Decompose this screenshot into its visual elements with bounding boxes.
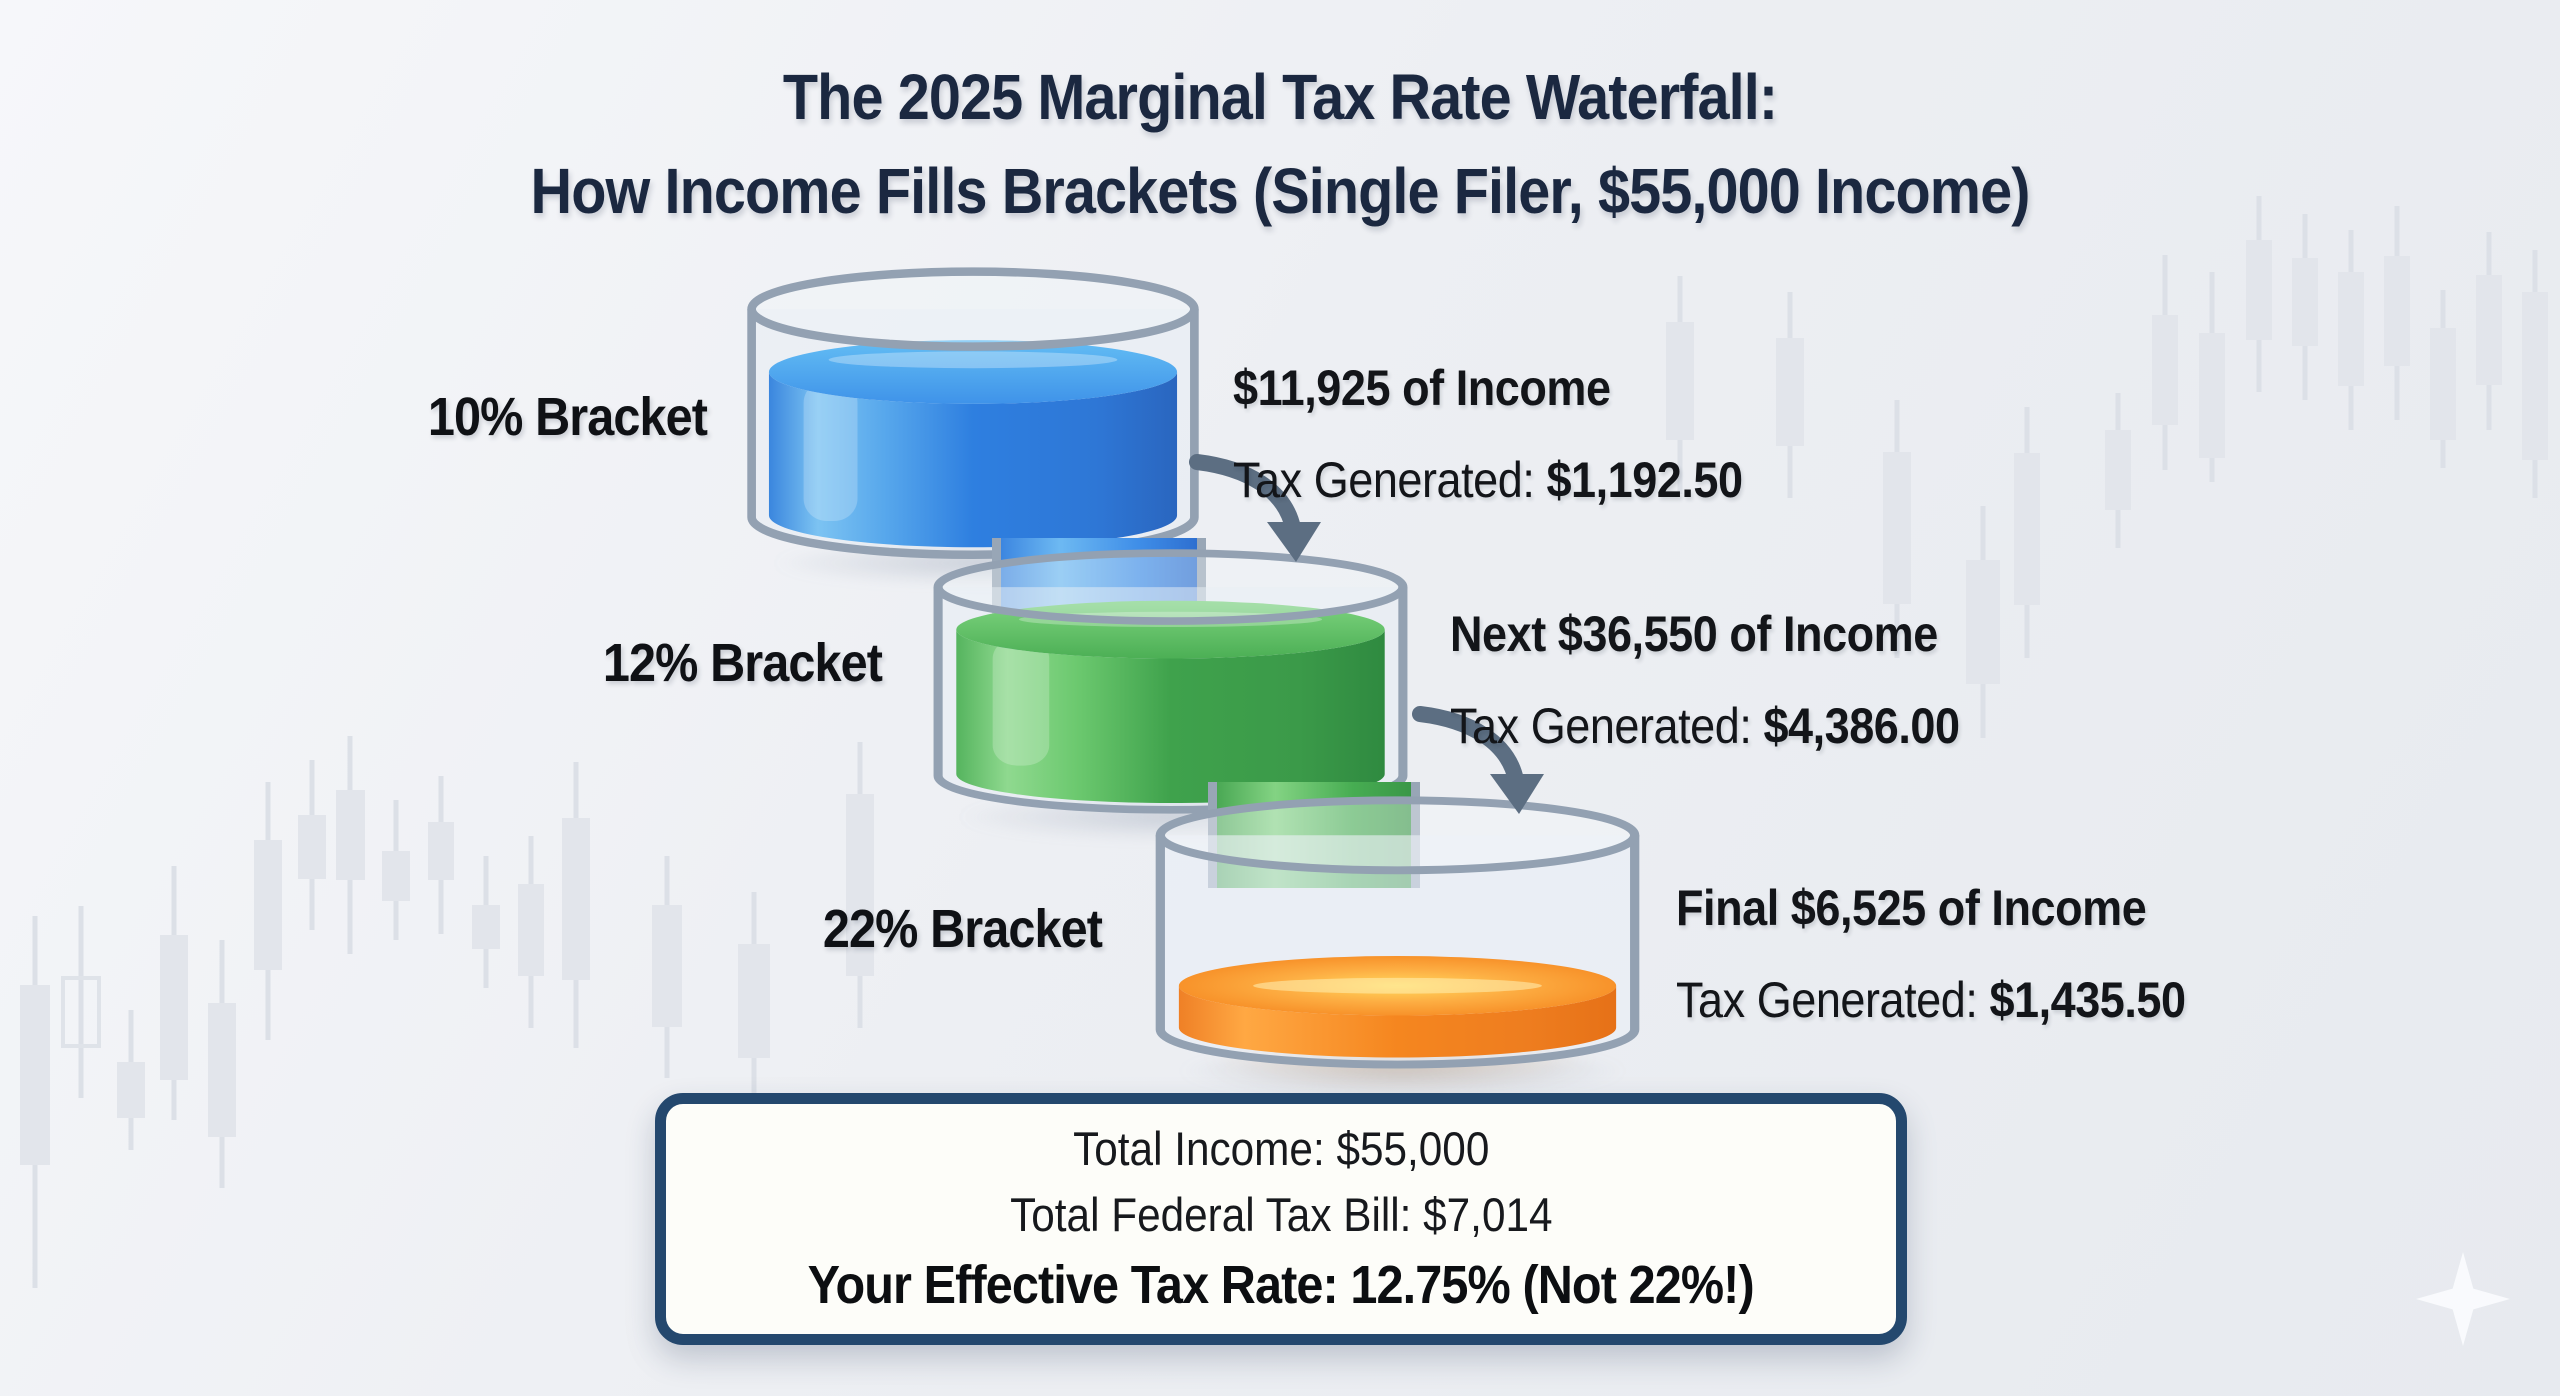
surface-gleam <box>828 351 1118 369</box>
page-title: The 2025 Marginal Tax Rate Waterfall: Ho… <box>128 50 2432 238</box>
bracket-10-cylinder <box>747 267 1199 559</box>
tax-generated-line: Tax Generated: $4,386.00 <box>1450 698 1960 754</box>
glass-rim <box>1155 796 1640 875</box>
blue-liquid <box>768 371 1178 548</box>
tax-generated-value: $1,435.50 <box>1989 972 2186 1028</box>
income-line: Final $6,525 of Income <box>1676 880 2147 936</box>
surface-gleam <box>1253 977 1542 994</box>
income-line: $11,925 of Income <box>1233 360 1611 416</box>
arrowhead <box>1490 774 1544 814</box>
bracket-12-annotation: Next $36,550 of Income Tax Generated: $4… <box>1450 606 1960 754</box>
liquid-highlight <box>803 380 858 521</box>
tax-generated-line: Tax Generated: $1,192.50 <box>1233 452 1743 508</box>
bracket-22-label: 22% Bracket <box>822 899 1103 959</box>
glass-rim <box>933 549 1408 625</box>
title-line-1: The 2025 Marginal Tax Rate Waterfall: <box>782 61 1778 133</box>
tax-generated-label: Tax Generated: <box>1450 698 1764 754</box>
total-income-line: Total Income: $55,000 <box>1072 1122 1490 1175</box>
flow-arrow-icon-2 <box>1412 706 1544 814</box>
arrowhead <box>1267 522 1321 562</box>
bracket-10-label: 10% Bracket <box>427 387 708 447</box>
liquid-surface <box>768 340 1178 404</box>
candlestick-cluster-right <box>2105 196 2548 548</box>
tax-generated-label: Tax Generated: <box>1233 452 1547 508</box>
total-tax-bill-line: Total Federal Tax Bill: $7,014 <box>1009 1188 1553 1241</box>
bracket-12-cylinder <box>933 549 1408 814</box>
tax-generated-label: Tax Generated: <box>1676 972 1990 1028</box>
liquid-highlight <box>992 638 1050 766</box>
title-line-2: How Income Fills Brackets (Single Filer,… <box>530 155 2031 227</box>
bracket-22-cylinder <box>1155 796 1640 1069</box>
green-liquid <box>956 629 1385 803</box>
tax-generated-value: $4,386.00 <box>1763 698 1960 754</box>
summary-box: Total Income: $55,000 Total Federal Tax … <box>655 1093 1907 1345</box>
bracket-12-label: 12% Bracket <box>602 633 883 693</box>
income-line: Next $36,550 of Income <box>1450 606 1938 662</box>
effective-rate-line: Your Effective Tax Rate: 12.75% (Not 22%… <box>807 1255 1755 1315</box>
bracket-22-annotation: Final $6,525 of Income Tax Generated: $1… <box>1676 880 2186 1028</box>
candlestick-cluster-middle <box>1666 276 2040 738</box>
orange-liquid <box>1178 985 1617 1058</box>
candlestick-cluster-left <box>20 736 874 1288</box>
glass-rim <box>747 267 1199 351</box>
bracket-10-annotation: $11,925 of Income Tax Generated: $1,192.… <box>1233 360 1743 508</box>
flow-arrow-icon-1 <box>1189 454 1321 562</box>
tax-generated-value: $1,192.50 <box>1546 452 1743 508</box>
tax-generated-line: Tax Generated: $1,435.50 <box>1676 972 2186 1028</box>
